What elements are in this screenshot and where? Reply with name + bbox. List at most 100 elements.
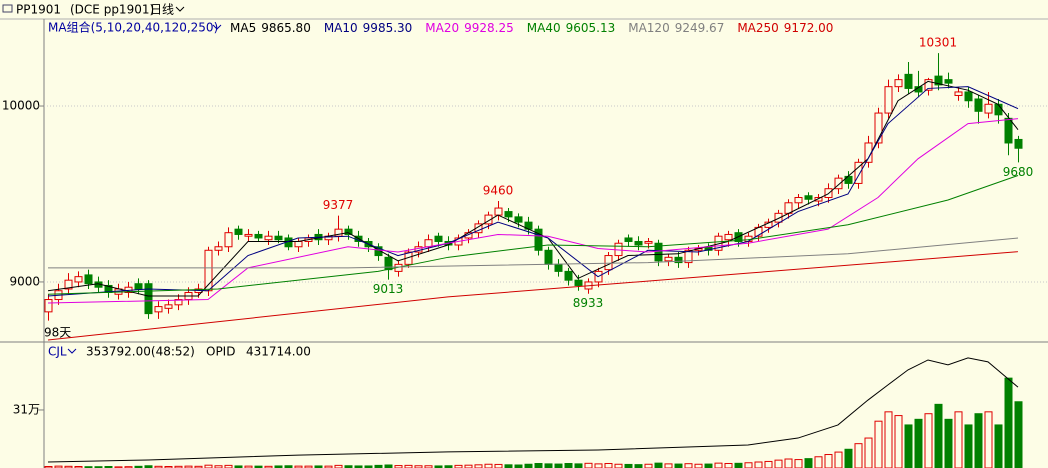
legend-entry: MA10 9985.30 xyxy=(324,21,412,35)
ma-line xyxy=(48,237,1019,269)
volume-bar xyxy=(824,454,833,468)
dropdown-arrow[interactable] xyxy=(175,6,185,12)
volume-bar xyxy=(844,448,853,468)
candle-body xyxy=(924,79,933,91)
volume-bar xyxy=(574,463,583,468)
candle-body xyxy=(794,197,803,204)
volume-bar xyxy=(804,458,813,468)
annotation: 9377 xyxy=(323,198,354,212)
days-label: 98天 xyxy=(44,326,71,340)
volume-bar xyxy=(834,451,843,468)
volume-bar xyxy=(184,465,193,468)
candle-body xyxy=(274,235,283,241)
annotation: 10301 xyxy=(919,36,957,50)
volume-name[interactable]: CJL xyxy=(48,345,67,359)
candle-body xyxy=(344,228,353,235)
volume-bar xyxy=(614,463,623,468)
volume-bar xyxy=(814,456,823,468)
legend-name: MA20 xyxy=(425,21,459,35)
volume-bar xyxy=(274,465,283,468)
legend-value: 9605.13 xyxy=(566,21,616,35)
volume-bar xyxy=(324,465,333,468)
volume-bar xyxy=(964,424,973,468)
volume-bar xyxy=(454,464,463,468)
candle-body xyxy=(664,256,673,262)
volume-bar xyxy=(104,466,113,468)
candle-body xyxy=(174,299,183,306)
candle-body xyxy=(954,91,963,96)
volume-bar xyxy=(984,411,993,468)
candle-body xyxy=(904,73,913,89)
candle-body xyxy=(214,246,223,251)
candle-body xyxy=(994,103,1003,116)
candle-body xyxy=(684,249,693,264)
volume-bar xyxy=(604,463,613,468)
volume-bar xyxy=(534,463,543,468)
volume-bar xyxy=(404,464,413,468)
volume-bar xyxy=(354,465,363,468)
volume-bar xyxy=(304,465,313,468)
volume-bar xyxy=(644,463,653,468)
opid-name: OPID xyxy=(206,345,235,359)
candle-body xyxy=(644,240,653,244)
volume-bar xyxy=(914,418,923,468)
ma-group[interactable]: MA组合(5,10,20,40,120,250) xyxy=(48,20,218,35)
volume-bar xyxy=(884,411,893,468)
candle-body xyxy=(504,211,513,218)
candle-body xyxy=(1014,138,1023,149)
candle-body xyxy=(424,239,433,248)
volume-bar xyxy=(634,464,643,468)
volume-bar xyxy=(954,411,963,468)
volume-bar xyxy=(524,463,533,468)
candle-body xyxy=(64,279,73,290)
volume-bar xyxy=(674,463,683,468)
volume-bar xyxy=(384,464,393,468)
volume-bar xyxy=(744,462,753,468)
volume-bar xyxy=(44,466,53,468)
candle-body xyxy=(774,212,783,223)
volume-bar xyxy=(654,462,663,468)
volume-bar xyxy=(714,462,723,468)
volume-bar xyxy=(904,424,913,468)
volume-bar xyxy=(484,463,493,468)
candle-body xyxy=(944,79,953,84)
volume-bar xyxy=(594,463,603,468)
candle-body xyxy=(144,283,153,315)
annotation: 9460 xyxy=(483,184,514,198)
legend-name: MA5 xyxy=(230,21,256,35)
volume-bar xyxy=(374,464,383,468)
annotation: 9013 xyxy=(373,282,404,296)
candle-body xyxy=(564,270,573,281)
ma-line xyxy=(47,175,1019,295)
volume-bar xyxy=(974,413,983,468)
candle-body xyxy=(154,306,163,313)
candle-body xyxy=(254,233,263,239)
volume-bar xyxy=(924,413,933,468)
candle-body xyxy=(1004,117,1013,144)
legend-value: 9249.67 xyxy=(675,21,725,35)
candle-body xyxy=(164,304,173,309)
volume-bar xyxy=(224,464,233,468)
ma-line xyxy=(47,251,1019,341)
volume-bar xyxy=(244,465,253,468)
volume-header: 353792.00(48:52) xyxy=(86,345,195,359)
candle-body xyxy=(264,235,273,241)
volume-bar xyxy=(854,443,863,468)
volume-bar xyxy=(514,464,523,468)
candle-body xyxy=(84,274,93,285)
volume-bar xyxy=(254,465,263,468)
legend-entry: MA40 9605.13 xyxy=(527,21,615,35)
candle-body xyxy=(974,98,983,112)
volume-bar xyxy=(1004,377,1013,468)
volume-bar xyxy=(74,466,83,468)
candle-body xyxy=(224,232,233,248)
legend-name: MA40 xyxy=(527,21,561,35)
dropdown-arrow[interactable] xyxy=(67,348,77,354)
volume-bar xyxy=(474,464,483,468)
legend-entry: MA5 9865.80 xyxy=(230,21,311,35)
candle-body xyxy=(574,279,583,286)
dropdown-arrow[interactable] xyxy=(212,24,222,30)
candle-body xyxy=(374,246,383,257)
period[interactable]: 日线 xyxy=(150,3,174,17)
